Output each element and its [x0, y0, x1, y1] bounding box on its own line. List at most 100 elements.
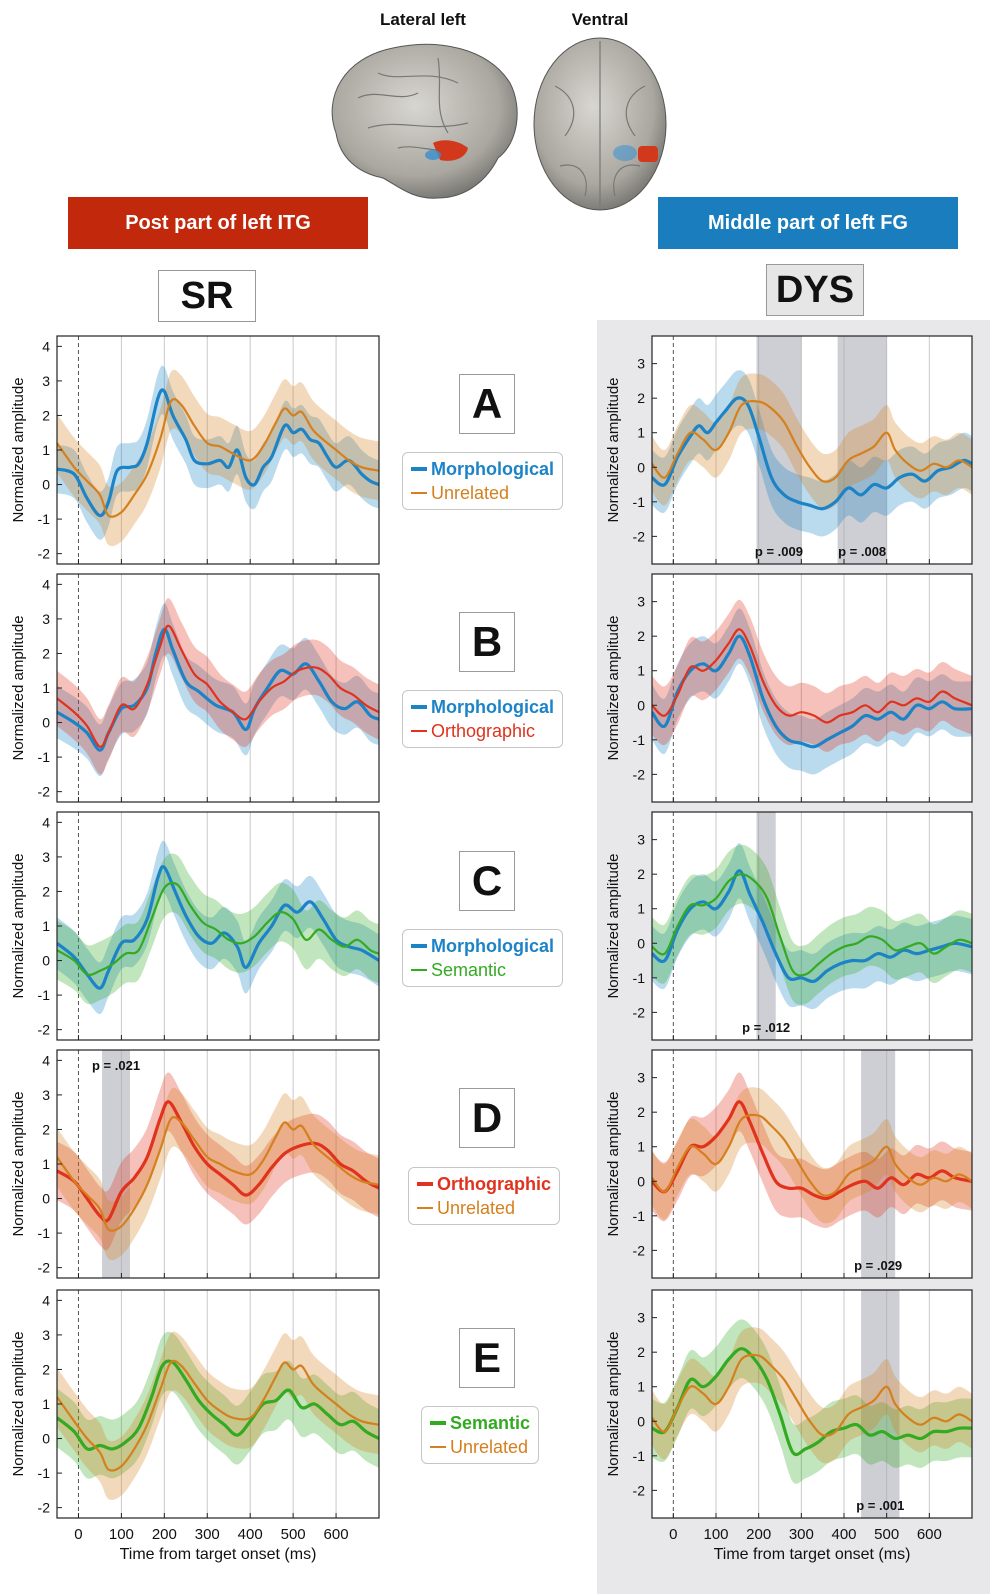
band-orthographic — [57, 598, 379, 775]
ytick-label: -2 — [633, 1004, 646, 1020]
p-value-label: p = .008 — [838, 544, 886, 559]
ytick-label: 0 — [637, 459, 645, 475]
x-axis-label: Time from target onset (ms) — [120, 1546, 317, 1563]
legend-entry: Unrelated — [411, 481, 554, 505]
x-axis-label: Time from target onset (ms) — [714, 1546, 911, 1563]
xtick-label: 500 — [874, 1526, 899, 1543]
p-value-label: p = .001 — [856, 1498, 904, 1513]
legend-e: Semantic Unrelated — [421, 1406, 540, 1464]
ytick-label: 2 — [637, 866, 645, 882]
ytick-label: 1 — [637, 425, 645, 441]
panel-letter-c: C — [459, 851, 515, 911]
region-label-itg: Post part of left ITG — [68, 197, 368, 249]
ytick-label: 1 — [42, 1396, 50, 1412]
ytick-label: -1 — [38, 1225, 51, 1241]
ytick-label: 4 — [42, 1292, 50, 1308]
group-label-sr: SR — [158, 270, 256, 322]
ytick-label: 3 — [42, 611, 50, 627]
itg-region-ventral — [638, 146, 658, 162]
chart-dys-e: -2 -1 0 1 2 3 0 100 200 300 400 500 600 Normalized am… — [605, 1289, 973, 1563]
series-line-morphological — [57, 865, 379, 990]
series-line-unrelated — [57, 1116, 379, 1232]
ytick-label: 0 — [42, 477, 50, 493]
legend-entry: Semantic — [430, 1411, 530, 1435]
chart-sr-a: -2 -1 0 1 2 3 4 Normalized amplitude — [10, 335, 380, 565]
ytick-label: -2 — [38, 1500, 51, 1516]
series-line-orthographic — [652, 628, 972, 724]
xtick-label: 0 — [669, 1526, 677, 1543]
legend-label: Semantic — [450, 1412, 531, 1433]
plot-area — [652, 574, 972, 802]
band-orthographic — [57, 1072, 379, 1251]
band-unrelated — [652, 1087, 972, 1224]
legend-label: Semantic — [431, 959, 507, 980]
y-axis-label: Normalized amplitude — [10, 377, 27, 522]
xtick-label: 600 — [917, 1526, 942, 1543]
legend-entry: Unrelated — [430, 1435, 530, 1459]
chart-dys-b: -2 -1 0 1 2 3 Normalized amplitude — [605, 573, 973, 803]
band-semantic — [652, 1319, 972, 1484]
panel-letter-b: B — [459, 612, 515, 672]
legend-swatch — [411, 969, 427, 971]
ytick-label: -2 — [633, 766, 646, 782]
p-value-label: p = .012 — [742, 1020, 790, 1035]
xtick-label: 200 — [152, 1526, 177, 1543]
ytick-label: 0 — [42, 715, 50, 731]
xtick-label: 100 — [703, 1526, 728, 1543]
plot-area — [57, 1290, 379, 1518]
chart-sr-c: -2 -1 0 1 2 3 4 Normalized amplitude — [10, 811, 380, 1041]
series-line-morphological — [652, 869, 972, 984]
legend-label: Orthographic — [431, 720, 536, 741]
ytick-label: -2 — [38, 1260, 51, 1276]
legend-swatch — [430, 1421, 446, 1425]
chart-dys-c: -2 -1 0 1 2 3 Normalized amplitude p = .012 — [605, 811, 973, 1041]
xtick-label: 400 — [831, 1526, 856, 1543]
legend-entry: Orthographic — [417, 1172, 551, 1196]
ytick-label: -1 — [633, 1448, 646, 1464]
ytick-label: 1 — [42, 442, 50, 458]
band-morphological — [652, 370, 972, 537]
p-value-label: p = .029 — [854, 1258, 902, 1273]
series-line-unrelated — [652, 400, 972, 483]
ytick-label: -2 — [38, 1022, 51, 1038]
brain-ventral-image — [533, 37, 667, 211]
ytick-label: -2 — [633, 1242, 646, 1258]
ytick-label: -2 — [633, 528, 646, 544]
series-line-unrelated — [652, 1113, 972, 1197]
legend-label: Unrelated — [431, 482, 510, 503]
ytick-label: 0 — [42, 1191, 50, 1207]
chart-sr-e: -2 -1 0 1 2 3 4 0 100 200 300 400 500 600 Normalized a… — [10, 1289, 380, 1563]
ytick-label: 3 — [637, 594, 645, 610]
ytick-label: 3 — [637, 1070, 645, 1086]
legend-swatch — [430, 1446, 446, 1448]
xtick-label: 300 — [195, 1526, 220, 1543]
ytick-label: 3 — [42, 373, 50, 389]
series-line-morphological — [652, 634, 972, 749]
ytick-label: 0 — [637, 697, 645, 713]
series-line-semantic — [652, 873, 972, 977]
ytick-label: 2 — [637, 1104, 645, 1120]
series-line-morphological — [57, 388, 379, 518]
band-unrelated — [57, 369, 379, 547]
y-axis-label: Normalized amplitude — [10, 1091, 27, 1236]
ytick-label: 2 — [42, 407, 50, 423]
y-axis-label: Normalized amplitude — [605, 853, 622, 998]
plot-frame — [651, 573, 973, 803]
series-line-unrelated — [57, 1359, 379, 1472]
plot-area — [652, 1050, 972, 1278]
panel-letter-d: D — [459, 1088, 515, 1148]
legend-entry: Morphological — [411, 934, 554, 958]
ytick-label: 3 — [42, 1087, 50, 1103]
ytick-label: 4 — [42, 338, 50, 354]
plot-area — [652, 336, 972, 564]
ytick-label: 1 — [637, 901, 645, 917]
significance-window — [102, 1050, 130, 1278]
plot-area — [652, 812, 972, 1040]
y-axis-label: Normalized amplitude — [10, 1331, 27, 1476]
ytick-label: 0 — [42, 1431, 50, 1447]
plot-frame — [651, 811, 973, 1041]
plot-area — [57, 336, 379, 564]
y-axis-label: Normalized amplitude — [605, 1091, 622, 1236]
ytick-label: -2 — [38, 784, 51, 800]
